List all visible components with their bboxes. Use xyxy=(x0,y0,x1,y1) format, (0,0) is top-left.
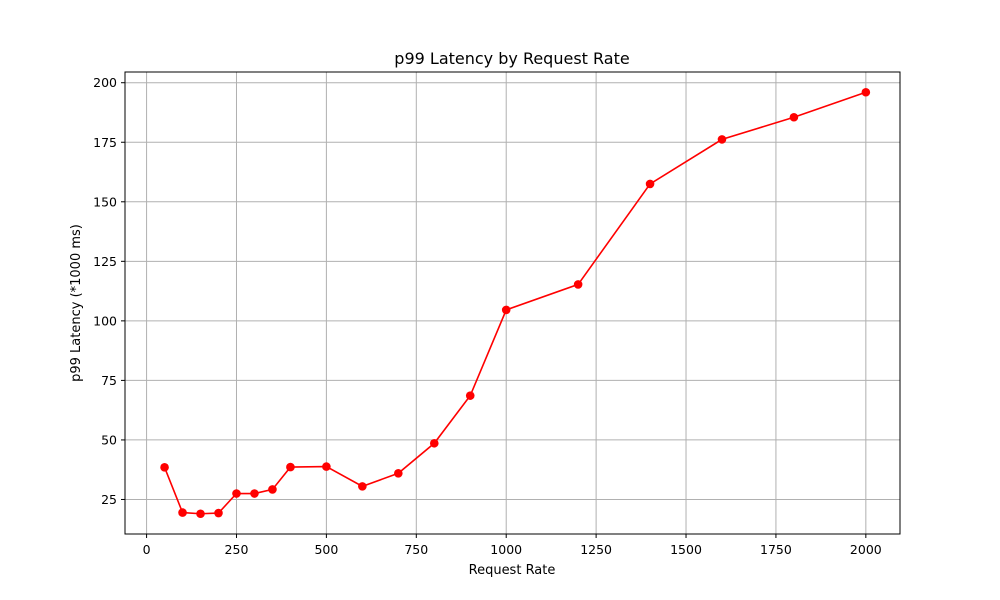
data-point xyxy=(573,280,583,289)
y-tick-label: 100 xyxy=(93,313,117,328)
data-point xyxy=(250,489,259,498)
y-tick-label: 75 xyxy=(101,373,117,388)
series-line xyxy=(163,91,867,515)
y-tick-label: 200 xyxy=(93,75,117,90)
x-tick-label: 1750 xyxy=(760,542,792,557)
y-tick-label: 25 xyxy=(101,492,117,507)
data-point xyxy=(789,112,799,122)
x-tick-label: 250 xyxy=(225,542,249,557)
data-point xyxy=(178,508,187,517)
data-point xyxy=(645,179,655,189)
y-tick-label: 50 xyxy=(101,432,117,447)
y-tick-label: 175 xyxy=(93,135,117,150)
tick-layer: 0 250 500 750 1000 1250 1500 1750 2000 25 50 75 100 1… xyxy=(93,75,882,557)
x-tick-label: 2000 xyxy=(850,542,882,557)
data-point xyxy=(322,462,331,471)
x-axis-label: Request Rate xyxy=(469,563,556,578)
x-tick-label: 1250 xyxy=(580,542,612,557)
data-point xyxy=(232,489,241,498)
data-point xyxy=(861,87,871,97)
chart-title: p99 Latency by Request Rate xyxy=(394,49,629,68)
data-point xyxy=(196,509,205,519)
series-layer xyxy=(160,87,871,519)
data-point xyxy=(160,463,169,472)
data-point xyxy=(429,438,439,448)
y-tick-label: 150 xyxy=(93,194,117,209)
x-tick-label: 750 xyxy=(404,542,428,557)
y-axis-label: p99 Latency (*1000 ms) xyxy=(69,224,84,382)
plot-frame xyxy=(124,71,901,535)
data-point xyxy=(465,391,475,400)
x-tick-label: 0 xyxy=(143,542,151,557)
x-tick-label: 1000 xyxy=(490,542,522,557)
data-point xyxy=(214,508,223,518)
x-tick-label: 500 xyxy=(314,542,338,557)
grid-layer xyxy=(125,72,900,534)
data-point xyxy=(358,482,367,491)
y-tick-label: 125 xyxy=(93,254,117,269)
x-tick-label: 1500 xyxy=(670,542,702,557)
data-point xyxy=(501,305,511,315)
data-point xyxy=(717,135,727,144)
data-point xyxy=(394,468,403,478)
data-point xyxy=(268,485,277,494)
data-point xyxy=(286,462,295,472)
